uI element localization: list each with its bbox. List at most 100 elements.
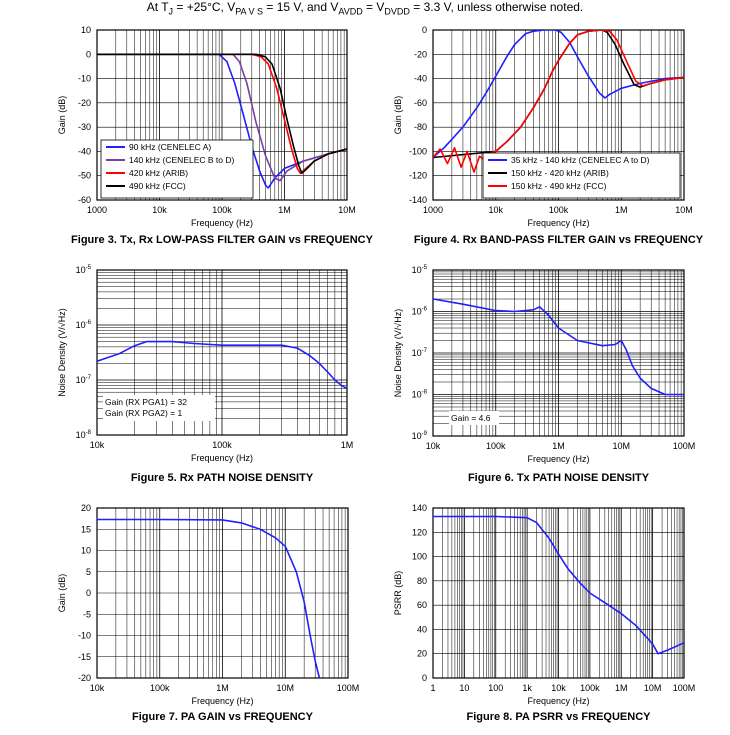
fig5-ytick-label: 10-7 <box>76 375 92 385</box>
fig4-legend-box <box>482 152 681 199</box>
fig4-legend-entry: 150 kHz - 490 kHz (FCC) <box>511 181 607 191</box>
fig8-xtick-label: 100k <box>580 683 600 693</box>
fig3-xtick-label: 1M <box>278 205 291 215</box>
fig4-ytick-label: -20 <box>414 49 427 59</box>
fig5-xtick-label: 1M <box>341 440 354 450</box>
fig7-ytick-label: -20 <box>78 673 91 683</box>
fig8-y-axis-label: PSRR (dB) <box>393 571 403 616</box>
fig7-ytick-label: 10 <box>81 546 91 556</box>
fig6-x-axis-label: Frequency (Hz) <box>527 454 589 464</box>
fig7-series-line-0 <box>97 518 321 678</box>
fig4-series-line-2 <box>433 30 684 173</box>
fig5-ytick-exp: -6 <box>86 320 92 326</box>
fig8-ytick-label: 40 <box>417 624 427 634</box>
header-prefix: At T <box>146 0 169 14</box>
fig4-xtick-label: 1M <box>615 205 628 215</box>
fig8-ytick-label: 80 <box>417 576 427 586</box>
fig8-title: Figure 8. PA PSRR vs FREQUENCY <box>467 711 652 723</box>
header-vpavs-sub: PA V S <box>235 6 264 17</box>
fig5-annotation-text: Gain (RX PGA2) = 1 <box>105 408 183 418</box>
fig5-title: Figure 5. Rx PATH NOISE DENSITY <box>131 472 314 484</box>
fig8-xtick-label: 10 <box>459 683 469 693</box>
fig4-xtick-label: 100k <box>549 205 569 215</box>
page-header: At TJ = +25°C, VPA V S = 15 V, and VAVDD… <box>0 0 730 18</box>
fig7-ytick-label: 20 <box>81 503 91 513</box>
fig3-xtick-label: 1000 <box>87 205 107 215</box>
fig8-xtick-label: 10k <box>551 683 566 693</box>
fig6-xtick-label: 1M <box>552 441 565 451</box>
fig3-ytick-label: 10 <box>81 25 91 35</box>
fig8-xtick-label: 1k <box>522 683 532 693</box>
fig8-xtick-label: 100M <box>673 683 696 693</box>
fig3-series-line-3 <box>97 53 347 175</box>
fig8-ytick-label: 140 <box>412 503 427 513</box>
fig8-ytick-label: 20 <box>417 649 427 659</box>
fig4-legend-entry: 35 kHz - 140 kHz (CENELEC A to D) <box>511 155 650 165</box>
fig4-legend-entry: 150 kHz - 420 kHz (ARIB) <box>511 168 609 178</box>
fig4-ytick-label: 0 <box>422 25 427 35</box>
fig8-ytick-label: 120 <box>412 527 427 537</box>
fig5-plot-frame <box>96 269 348 436</box>
fig7-xtick-label: 1M <box>216 683 229 693</box>
fig3-y-axis-label: Gain (dB) <box>57 96 67 135</box>
fig6-ytick-label: 10-9 <box>412 431 428 441</box>
fig6-annotation-bg <box>449 411 499 425</box>
fig5-annotation-bg <box>103 395 215 421</box>
fig7-ytick-label: 15 <box>81 524 91 534</box>
fig4-xtick-label: 10k <box>488 205 503 215</box>
fig7-ytick-label: -15 <box>78 652 91 662</box>
fig8-plot-frame <box>432 507 685 679</box>
fig5-ytick-exp: -8 <box>86 430 92 436</box>
fig7-ytick-label: 0 <box>86 588 91 598</box>
fig3-xtick-label: 10k <box>152 205 167 215</box>
fig3-xtick-label: 10M <box>338 205 356 215</box>
fig3-ytick-label: -60 <box>78 195 91 205</box>
fig4-ytick-label: -100 <box>409 146 427 156</box>
fig7-ytick-label: 5 <box>86 567 91 577</box>
fig3-title: Figure 3. Tx, Rx LOW-PASS FILTER GAIN vs… <box>71 234 374 246</box>
fig3-legend-entry: 420 kHz (ARIB) <box>129 168 188 178</box>
fig3-legend-box <box>100 139 254 199</box>
fig6-ytick-exp: -9 <box>422 431 428 437</box>
fig6-ytick-exp: -7 <box>422 348 428 354</box>
fig8-chart: 140 120 100 80 60 40 20 01 10 100 1k 10k 100k 1M 10M 10… <box>393 503 695 723</box>
fig5-xtick-label: 100k <box>212 440 232 450</box>
fig8-xtick-label: 1M <box>615 683 628 693</box>
fig3-legend-entry: 140 kHz (CENELEC B to D) <box>129 155 235 165</box>
fig5-ytick-label: 10-5 <box>76 265 92 275</box>
fig8-x-axis-label: Frequency (Hz) <box>527 696 589 706</box>
fig3-ytick-label: -40 <box>78 146 91 156</box>
fig7-xtick-label: 10k <box>90 683 105 693</box>
fig3-ytick-label: -50 <box>78 171 91 181</box>
header-tj-sub: J <box>168 6 174 17</box>
fig6-ytick-exp: -5 <box>422 265 428 271</box>
fig6-xtick-label: 100M <box>673 441 696 451</box>
fig8-ytick-label: 60 <box>417 600 427 610</box>
fig7-y-axis-label: Gain (dB) <box>57 574 67 613</box>
fig4-legend: 35 kHz - 140 kHz (CENELEC A to D) 150 kHz… <box>482 152 681 199</box>
fig6-xtick-label: 10k <box>426 441 441 451</box>
fig6-annotation: Gain = 4.6 <box>449 411 499 425</box>
fig3-legend-entry: 490 kHz (FCC) <box>129 181 186 191</box>
fig4-y-axis-label: Gain (dB) <box>393 96 403 135</box>
fig6-xtick-label: 100k <box>486 441 506 451</box>
fig4-ytick-label: -80 <box>414 122 427 132</box>
fig3-ytick-label: -20 <box>78 98 91 108</box>
fig4-xtick-label: 10M <box>675 205 693 215</box>
fig6-series-line-0 <box>433 298 684 396</box>
fig8-xtick-label: 1 <box>430 683 435 693</box>
fig5-ytick-exp: -7 <box>86 375 92 381</box>
fig3-ytick-label: 0 <box>86 49 91 59</box>
header-vdvdd-sub: DVDD <box>384 6 410 17</box>
fig5-ytick-exp: -5 <box>86 265 92 271</box>
fig6-xtick-label: 10M <box>612 441 630 451</box>
fig8-ytick-label: 0 <box>422 673 427 683</box>
fig4-xtick-label: 1000 <box>423 205 443 215</box>
fig7-xtick-label: 10M <box>276 683 294 693</box>
fig6-y-axis-label: Noise Density (V/√Hz) <box>393 309 403 397</box>
header-suffix: = 3.3 V, unless otherwise noted. <box>409 0 584 14</box>
